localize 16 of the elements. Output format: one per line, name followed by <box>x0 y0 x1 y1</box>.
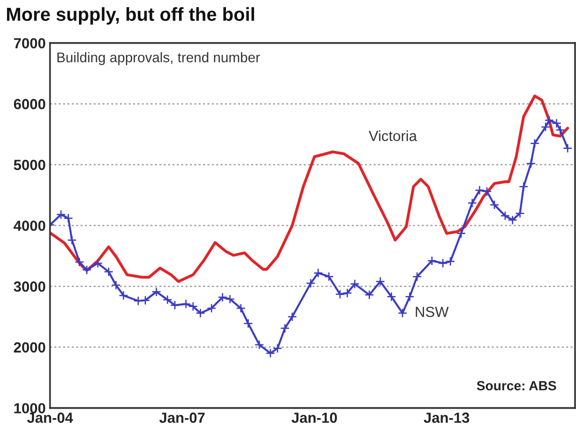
x-tick-label: Jan-13 <box>424 412 470 423</box>
y-tick-label: 1000 <box>14 403 46 414</box>
y-tick-label: 3000 <box>14 281 46 292</box>
series-label: Victoria <box>368 130 418 142</box>
x-tick-label: Jan-10 <box>292 412 337 423</box>
y-tick-label: 4000 <box>14 220 46 231</box>
y-tick-label: 6000 <box>14 98 46 110</box>
annotation: Source: ABS <box>476 381 556 390</box>
x-tick-label: Jan-04 <box>27 412 74 423</box>
y-tick-label: 7000 <box>14 38 46 48</box>
y-tick-label: 2000 <box>14 342 46 353</box>
y-tick-label: 5000 <box>14 160 46 170</box>
series-label: NSW <box>416 306 449 318</box>
chart-title: More supply, but off the boil <box>7 7 254 25</box>
x-tick-label: Jan-07 <box>159 412 205 423</box>
text: Building approvals, trend number <box>57 52 260 66</box>
